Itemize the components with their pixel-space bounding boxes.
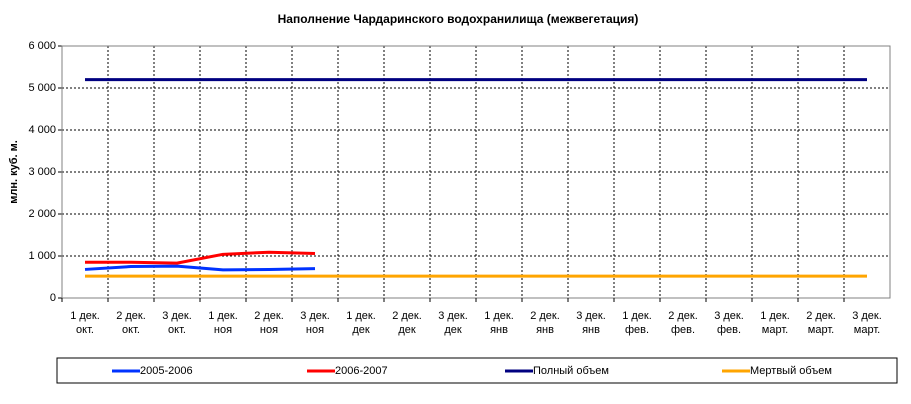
- y-tick-label: 2 000: [28, 208, 56, 220]
- legend-label: 2006-2007: [335, 365, 388, 377]
- x-tick-label: 1 дек.: [346, 310, 376, 322]
- y-tick-label: 1 000: [28, 250, 56, 262]
- x-tick-label: 1 дек.: [208, 310, 238, 322]
- x-tick-label: дек: [398, 324, 416, 336]
- legend-label: Мертвый объем: [750, 365, 832, 377]
- legend-label: Полный объем: [533, 365, 609, 377]
- x-tick-label: дек: [444, 324, 462, 336]
- x-tick-label: ноя: [214, 324, 232, 336]
- x-tick-label: дек: [352, 324, 370, 336]
- x-tick-label: янв: [490, 324, 508, 336]
- y-tick-label: 6 000: [28, 40, 56, 52]
- x-tick-label: 3 дек.: [852, 310, 882, 322]
- x-tick-label: 1 дек.: [622, 310, 652, 322]
- x-tick-label: 3 дек.: [576, 310, 606, 322]
- x-tick-label: 1 дек.: [760, 310, 790, 322]
- y-tick-label: 0: [50, 292, 56, 304]
- x-tick-label: фев.: [625, 324, 649, 336]
- y-tick-label: 3 000: [28, 166, 56, 178]
- x-tick-label: 3 дек.: [162, 310, 192, 322]
- y-tick-label: 5 000: [28, 82, 56, 94]
- x-tick-label: окт.: [76, 324, 94, 336]
- x-tick-label: 2 дек.: [116, 310, 146, 322]
- x-tick-label: 2 дек.: [668, 310, 698, 322]
- x-tick-label: ноя: [306, 324, 324, 336]
- x-tick-label: янв: [536, 324, 554, 336]
- legend-box: [56, 357, 898, 384]
- series-line: [85, 250, 316, 265]
- x-tick-label: 2 дек.: [254, 310, 284, 322]
- x-tick-label: 2 дек.: [806, 310, 836, 322]
- x-tick-label: 2 дек.: [392, 310, 422, 322]
- x-tick-label: окт.: [122, 324, 140, 336]
- x-tick-label: 3 дек.: [714, 310, 744, 322]
- x-tick-label: фев.: [717, 324, 741, 336]
- x-tick-label: 1 дек.: [70, 310, 100, 322]
- x-tick-label: ноя: [260, 324, 278, 336]
- legend-label: 2005-2006: [140, 365, 193, 377]
- y-axis-label: млн. куб. м.: [8, 140, 20, 204]
- x-tick-label: 1 дек.: [484, 310, 514, 322]
- x-tick-label: 3 дек.: [300, 310, 330, 322]
- x-tick-label: 2 дек.: [530, 310, 560, 322]
- x-tick-label: окт.: [168, 324, 186, 336]
- y-tick-label: 4 000: [28, 124, 56, 136]
- x-tick-label: март.: [808, 324, 834, 336]
- x-tick-label: март.: [762, 324, 788, 336]
- x-tick-label: март.: [854, 324, 880, 336]
- chart-title: Наполнение Чардаринского водохранилища (…: [278, 12, 639, 26]
- x-tick-label: янв: [582, 324, 600, 336]
- x-tick-label: фев.: [671, 324, 695, 336]
- series-line: [84, 264, 316, 272]
- x-tick-label: 3 дек.: [438, 310, 468, 322]
